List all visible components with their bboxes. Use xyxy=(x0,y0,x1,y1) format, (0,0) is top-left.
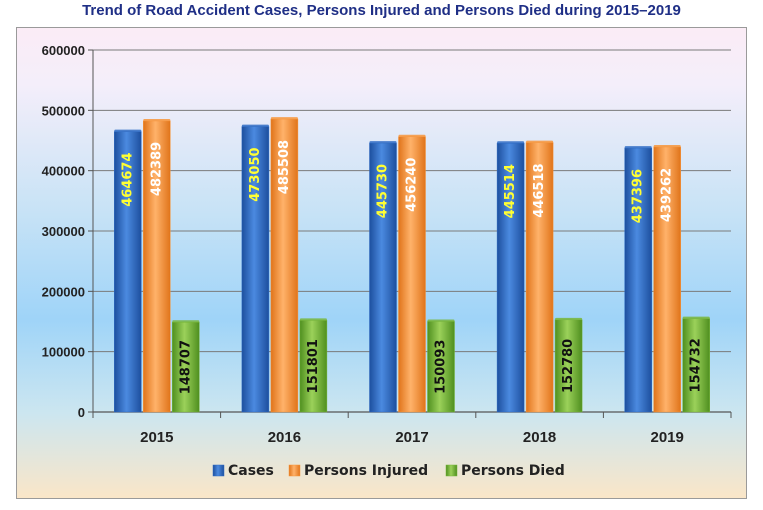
data-label: 482389 xyxy=(149,142,164,196)
bar xyxy=(427,321,455,413)
bar xyxy=(114,131,142,413)
x-tick-label: 2017 xyxy=(395,429,428,446)
bar xyxy=(369,142,397,413)
legend-swatch xyxy=(288,464,301,477)
x-tick-label: 2018 xyxy=(523,429,556,446)
data-label: 439262 xyxy=(660,168,675,222)
y-tick-label: 500000 xyxy=(42,103,85,118)
bar xyxy=(270,118,299,413)
data-label: 151801 xyxy=(306,339,321,393)
y-tick-label: 600000 xyxy=(42,43,85,58)
data-label: 154732 xyxy=(689,338,704,392)
data-label: 473050 xyxy=(248,147,263,201)
bar xyxy=(496,142,525,413)
data-label: 456240 xyxy=(405,158,420,212)
y-tick-label: 300000 xyxy=(42,224,85,239)
data-label: 464674 xyxy=(120,153,135,207)
chart-title: Trend of Road Accident Cases, Persons In… xyxy=(82,2,681,19)
bar xyxy=(398,136,426,413)
data-label: 446518 xyxy=(532,163,547,217)
bar xyxy=(525,142,554,413)
data-label: 150093 xyxy=(434,340,449,394)
data-label: 437396 xyxy=(631,169,646,223)
legend-label: Persons Died xyxy=(461,463,565,479)
bar xyxy=(554,319,583,413)
data-label: 445730 xyxy=(376,164,391,218)
legend-swatch xyxy=(445,464,458,477)
x-tick-label: 2016 xyxy=(268,429,301,446)
data-label: 148707 xyxy=(178,340,193,394)
y-tick-label: 100000 xyxy=(42,345,85,360)
y-tick-label: 400000 xyxy=(42,164,85,179)
data-label: 445514 xyxy=(503,164,518,218)
bar xyxy=(143,120,171,413)
bar xyxy=(653,146,681,413)
data-label: 152780 xyxy=(561,339,576,393)
bar xyxy=(624,147,652,413)
x-tick-label: 2015 xyxy=(140,429,173,446)
bar xyxy=(299,320,328,413)
bar xyxy=(682,318,710,413)
x-tick-label: 2019 xyxy=(651,429,684,446)
y-tick-label: 200000 xyxy=(42,284,85,299)
bar xyxy=(172,322,200,413)
legend-label: Persons Injured xyxy=(304,463,428,479)
legend-label: Cases xyxy=(228,463,274,479)
y-tick-label: 0 xyxy=(78,405,85,420)
legend-swatch xyxy=(212,464,225,477)
data-label: 485508 xyxy=(277,140,292,194)
bar xyxy=(241,126,270,413)
